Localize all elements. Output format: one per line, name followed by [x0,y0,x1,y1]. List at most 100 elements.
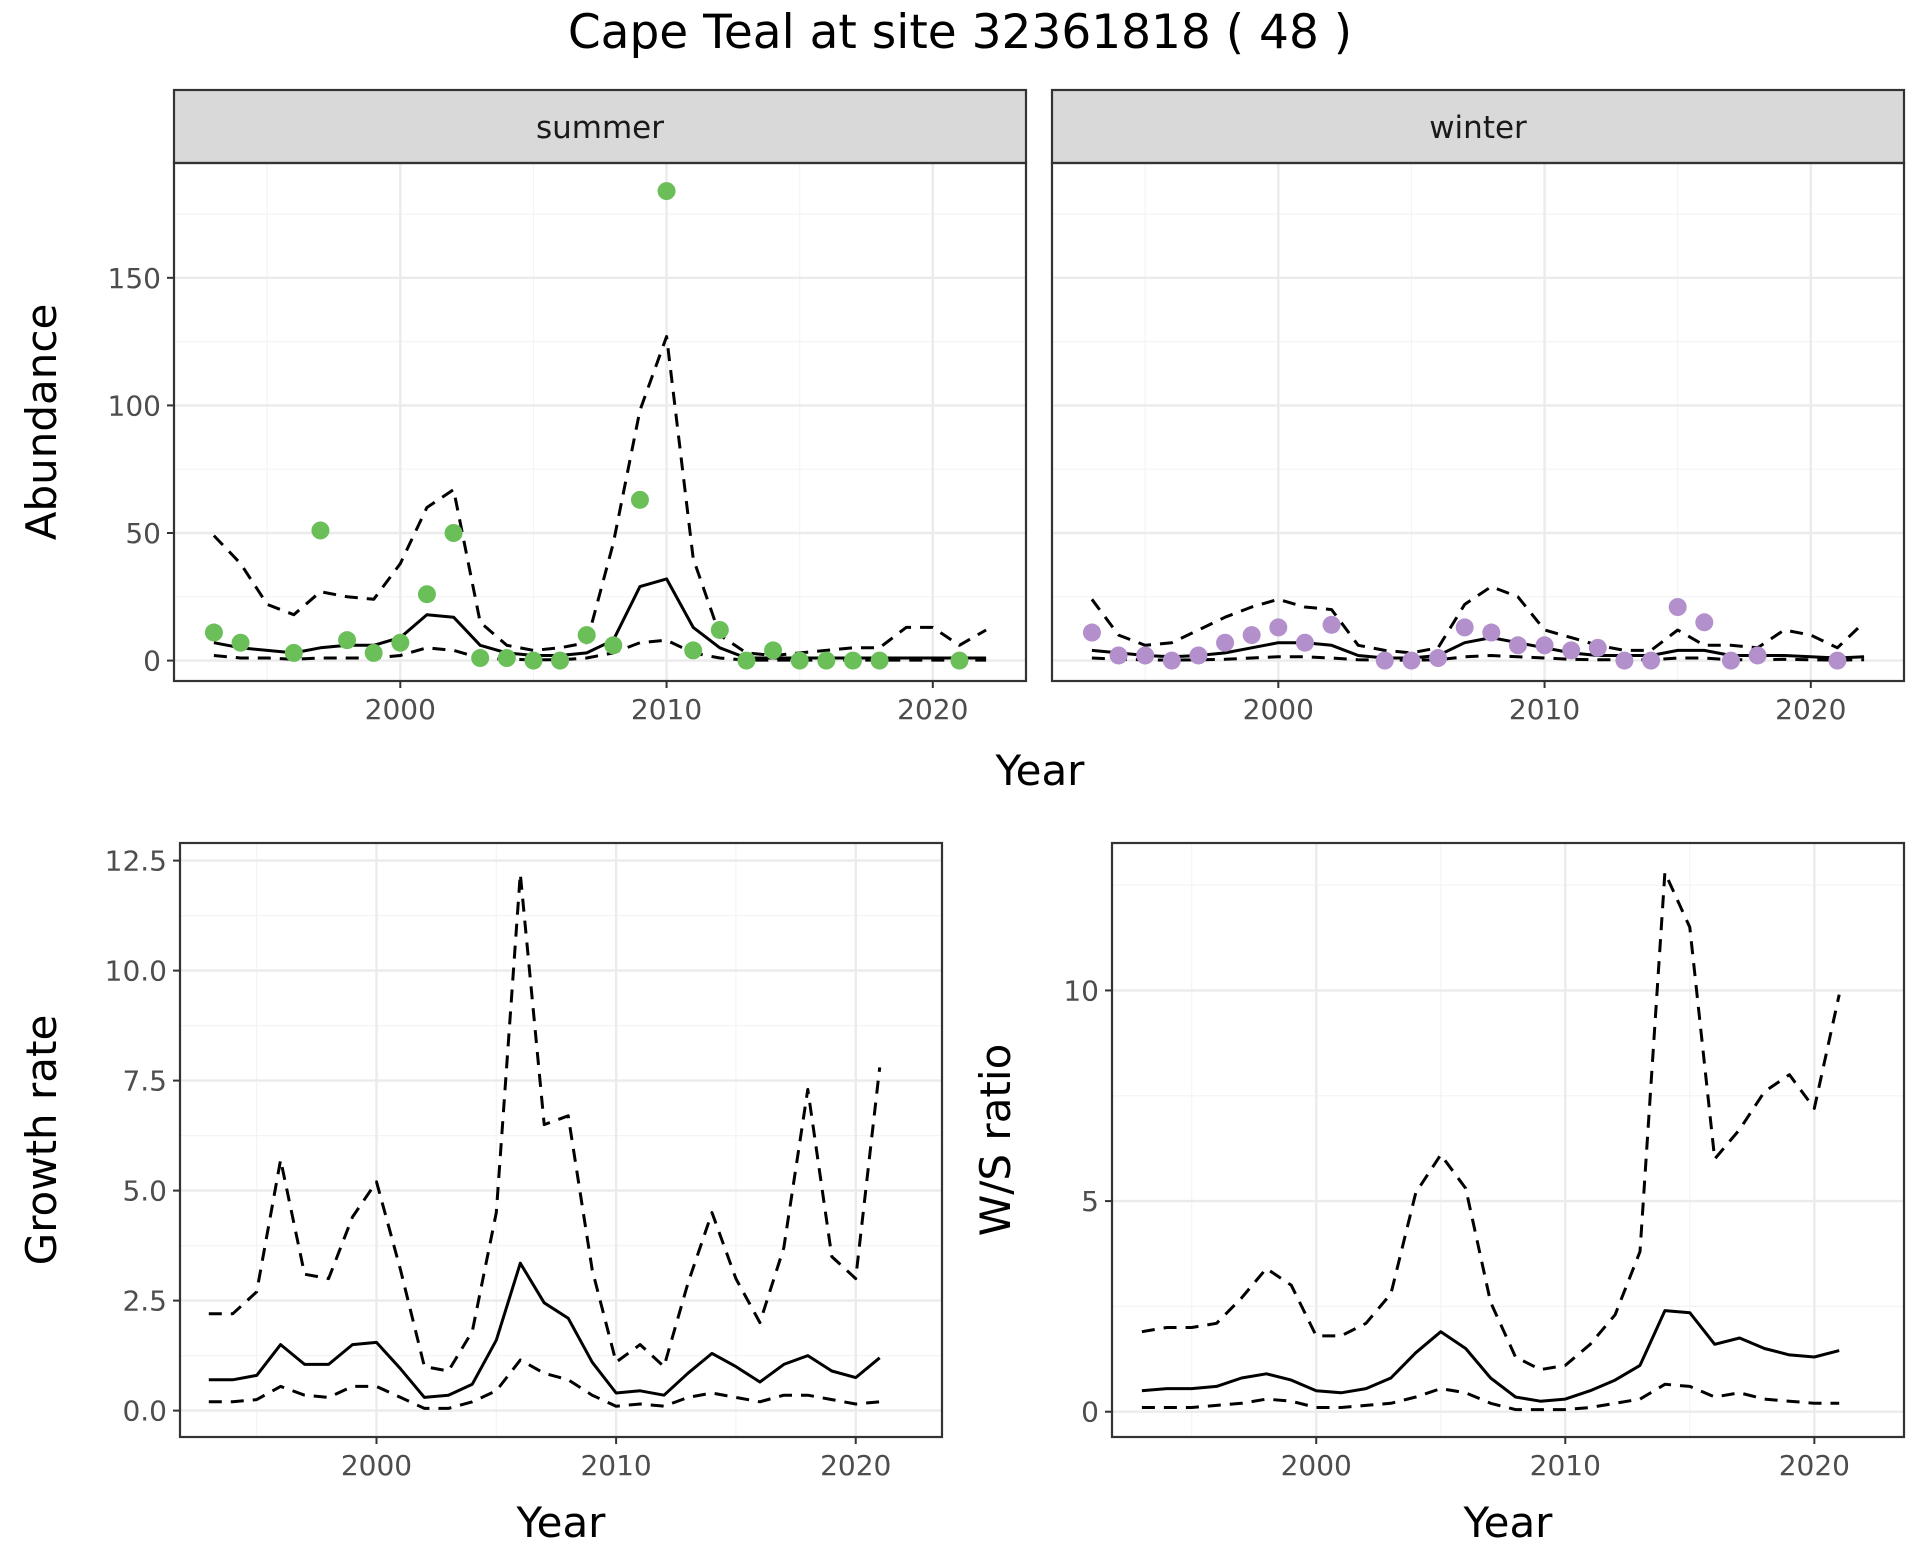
data-point-summer [311,521,330,540]
data-point-summer [577,626,596,645]
data-point-summer [764,641,783,660]
data-point-winter [1588,638,1607,657]
data-point-winter [1828,651,1847,670]
data-point-summer [950,651,969,670]
data-point-summer [710,620,729,639]
x-tick-label: 2010 [1530,1449,1601,1482]
x-tick-label: 2020 [897,693,968,726]
upper-bound-line-winter [1090,585,1866,655]
data-point-winter [1615,651,1634,670]
data-point-summer [790,651,809,670]
data-point-summer [870,651,889,670]
x-tick-label: 2010 [580,1449,651,1482]
data-point-summer [231,633,250,652]
mean-line-growth [208,1261,881,1399]
x-tick-label: 2020 [1779,1449,1850,1482]
data-point-summer [524,651,543,670]
data-point-summer [497,649,516,668]
data-point-summer [417,585,436,604]
data-point-summer [657,182,676,201]
data-point-winter [1642,651,1661,670]
y-tick-label: 5.0 [122,1175,167,1208]
facet-label-winter: winter [1429,110,1527,146]
data-point-winter [1562,641,1581,660]
y-axis-title-growth: Growth rate [17,1015,66,1266]
data-point-summer [843,651,862,670]
data-point-summer [551,651,570,670]
x-tick-label: 2020 [1775,693,1846,726]
data-point-winter [1402,651,1421,670]
data-point-winter [1162,651,1181,670]
y-tick-label: 150 [108,262,161,295]
upper-bound-line-summer [212,335,987,657]
panel-border [172,161,1028,683]
panel-border [178,841,944,1439]
x-axis-title-abundance: Year [995,746,1086,795]
y-tick-label: 100 [108,389,161,422]
data-point-winter [1429,649,1448,668]
y-axis-title-ws_ratio: W/S ratio [971,1044,1020,1237]
x-tick-label: 2010 [631,693,702,726]
data-point-winter [1269,618,1288,637]
x-tick-label: 2000 [341,1449,412,1482]
data-point-winter [1109,646,1128,665]
x-tick-label: 2000 [365,693,436,726]
y-tick-label: 12.5 [105,845,167,878]
y-tick-label: 5 [1081,1185,1099,1218]
panel-bg-ws_ratio [1112,843,1904,1437]
y-tick-label: 2.5 [122,1285,167,1318]
data-point-summer [471,649,490,668]
x-axis-title-growth: Year [516,1498,607,1547]
data-point-winter [1322,615,1341,634]
panel-bg-growth [180,843,942,1437]
data-point-summer [284,643,303,662]
data-point-summer [338,631,357,650]
x-tick-label: 2000 [1281,1449,1352,1482]
lower-bound-line-ws_ratio [1141,1382,1840,1412]
data-point-winter [1482,623,1501,642]
data-point-winter [1189,646,1208,665]
chart-title: Cape Teal at site 32361818 ( 48 ) [568,5,1352,60]
y-axis-title-abundance: Abundance [17,304,66,541]
data-point-summer [204,623,223,642]
data-point-winter [1695,613,1714,632]
data-point-winter [1295,633,1314,652]
data-point-summer [684,641,703,660]
data-point-winter [1508,636,1527,655]
data-point-winter [1082,623,1101,642]
lower-bound-line-growth [208,1358,880,1410]
data-point-winter [1721,651,1740,670]
data-point-summer [444,524,463,542]
data-point-summer [817,651,836,670]
facet-strip-winter [1050,88,1906,165]
y-tick-label: 0 [1081,1396,1099,1429]
upper-bound-line-ws_ratio [1141,871,1841,1372]
y-tick-label: 10.0 [105,955,167,988]
data-point-winter [1455,618,1474,637]
y-tick-label: 7.5 [122,1065,167,1098]
y-tick-label: 0.0 [122,1395,167,1428]
panel-bg-summer [174,163,1026,681]
x-axis-title-ws_ratio: Year [1463,1498,1554,1547]
facet-label-summer: summer [536,110,664,146]
data-point-summer [391,633,410,652]
panel-border [1110,841,1906,1439]
panel-border [1050,161,1906,683]
data-point-summer [604,636,623,655]
data-point-winter [1535,636,1554,655]
panel-bg-winter [1052,163,1904,681]
data-point-winter [1375,651,1394,670]
data-point-winter [1136,646,1155,665]
upper-bound-line-growth [208,872,882,1373]
data-point-winter [1216,633,1235,652]
data-point-summer [737,651,756,670]
y-tick-label: 0 [143,645,161,678]
mean-line-ws_ratio [1141,1309,1840,1403]
x-tick-label: 2010 [1509,693,1580,726]
data-point-winter [1748,646,1767,665]
data-point-summer [630,490,649,509]
x-tick-label: 2020 [820,1449,891,1482]
y-tick-label: 50 [125,517,161,550]
